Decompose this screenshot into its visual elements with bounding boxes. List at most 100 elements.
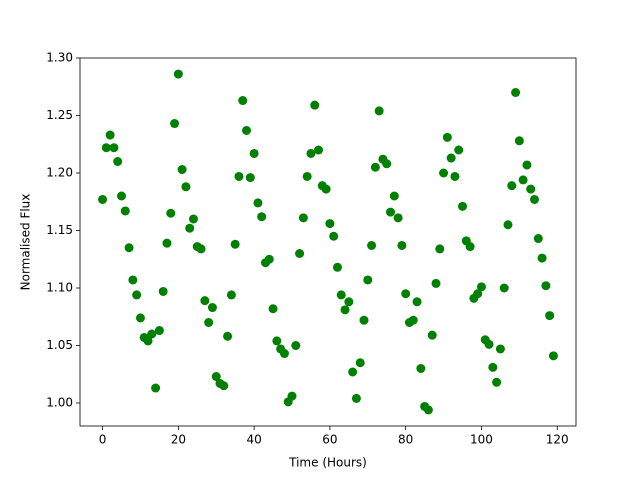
- point: [113, 157, 123, 166]
- point: [181, 182, 191, 192]
- point: [488, 362, 498, 372]
- point: [264, 254, 274, 264]
- point: [363, 275, 373, 285]
- point: [458, 201, 468, 211]
- point: [370, 162, 380, 172]
- point: [151, 383, 161, 393]
- point: [507, 181, 517, 191]
- point: [439, 168, 449, 178]
- x-tick-label: 20: [171, 433, 186, 447]
- point: [386, 207, 396, 217]
- x-tick-label: 100: [470, 433, 493, 447]
- point: [177, 165, 187, 175]
- point: [511, 88, 521, 97]
- point: [135, 313, 145, 323]
- point: [401, 289, 411, 299]
- point: [109, 143, 119, 153]
- x-tick-label: 120: [546, 433, 569, 447]
- point: [389, 191, 399, 201]
- point: [132, 290, 142, 300]
- point: [340, 305, 350, 315]
- point: [238, 96, 248, 106]
- point: [253, 198, 263, 208]
- point: [408, 315, 418, 325]
- point: [245, 173, 255, 183]
- point: [545, 311, 555, 321]
- point: [158, 286, 168, 296]
- point: [522, 160, 532, 170]
- point: [393, 213, 403, 223]
- y-tick-label: 1.25: [46, 108, 73, 122]
- point: [185, 223, 195, 233]
- point: [325, 219, 335, 229]
- point: [226, 290, 236, 300]
- point: [98, 194, 108, 204]
- point: [105, 130, 115, 140]
- point: [465, 242, 475, 252]
- point: [431, 278, 441, 288]
- point: [101, 143, 111, 153]
- point: [329, 231, 339, 241]
- x-tick-label: 40: [246, 433, 261, 447]
- point: [332, 262, 342, 272]
- y-axis-label: Normalised Flux: [19, 194, 33, 291]
- point: [355, 358, 365, 368]
- point: [427, 330, 437, 340]
- x-axis-label: Time (Hours): [288, 456, 367, 470]
- point: [166, 208, 176, 218]
- point: [454, 145, 464, 155]
- y-tick-label: 1.10: [46, 281, 73, 295]
- point: [548, 351, 558, 361]
- point: [499, 283, 509, 293]
- point: [128, 275, 138, 285]
- point: [116, 191, 126, 201]
- plot-frame: [79, 57, 577, 427]
- y-tick-label: 1.00: [46, 396, 73, 410]
- point: [476, 282, 486, 292]
- y-tick-label: 1.05: [46, 338, 73, 352]
- point: [530, 194, 540, 204]
- point: [272, 336, 282, 346]
- point: [211, 372, 221, 382]
- point: [495, 344, 505, 354]
- point: [268, 304, 278, 314]
- point: [446, 153, 456, 163]
- point: [351, 393, 361, 403]
- point: [450, 171, 460, 181]
- x-tick-label: 60: [322, 433, 337, 447]
- point: [314, 145, 324, 155]
- point: [223, 331, 233, 341]
- point: [204, 318, 214, 327]
- y-tick-label: 1.20: [46, 166, 73, 180]
- point: [537, 253, 547, 263]
- point: [367, 240, 377, 250]
- point: [143, 336, 153, 346]
- point: [473, 289, 483, 299]
- point: [412, 297, 422, 307]
- point: [382, 159, 392, 169]
- y-tick-label: 1.30: [46, 51, 73, 65]
- point: [302, 171, 312, 181]
- point: [336, 290, 346, 300]
- point: [518, 175, 528, 185]
- point: [173, 69, 183, 79]
- point: [234, 171, 244, 181]
- point: [359, 315, 369, 325]
- point: [306, 148, 316, 158]
- point: [526, 184, 536, 194]
- point: [321, 184, 331, 194]
- point: [503, 220, 513, 230]
- point: [295, 249, 305, 258]
- point: [298, 213, 308, 223]
- y-tick-label: 1.15: [46, 223, 73, 237]
- point: [533, 234, 543, 244]
- point: [442, 132, 452, 142]
- point: [124, 243, 134, 253]
- point: [207, 303, 217, 313]
- point: [200, 296, 210, 306]
- point: [120, 206, 130, 216]
- point: [147, 329, 157, 339]
- point: [249, 148, 259, 158]
- point: [154, 326, 164, 336]
